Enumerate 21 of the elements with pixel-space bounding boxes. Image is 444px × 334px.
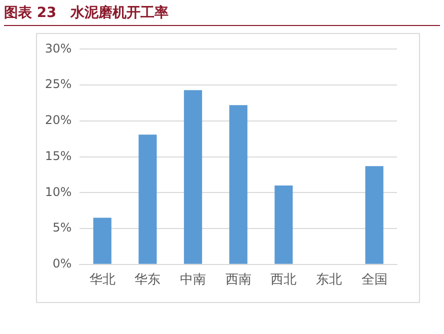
x-tick-label: 中南: [180, 272, 206, 288]
x-tick-label: 西南: [225, 272, 252, 288]
bar: [184, 90, 202, 264]
y-tick-label: 25%: [45, 77, 72, 92]
chart-title: 图表 23 水泥磨机开工率: [4, 4, 440, 26]
y-tick-label: 0%: [52, 256, 72, 271]
x-tick-label: 华北: [89, 272, 116, 288]
bar: [365, 166, 384, 264]
y-tick-label: 30%: [45, 41, 72, 56]
y-tick-label: 20%: [45, 113, 72, 128]
bar: [274, 185, 293, 264]
y-tick-label: 5%: [52, 220, 72, 235]
x-tick-label: 西北: [270, 272, 297, 288]
x-tick-label: 全国: [361, 272, 388, 288]
bar: [138, 134, 157, 264]
y-tick-label: 15%: [45, 148, 72, 163]
y-tick-label: 10%: [45, 184, 72, 199]
bar: [229, 105, 248, 264]
x-tick-label: 华东: [134, 272, 161, 288]
bar: [93, 218, 112, 264]
x-tick-label: 东北: [316, 272, 342, 288]
